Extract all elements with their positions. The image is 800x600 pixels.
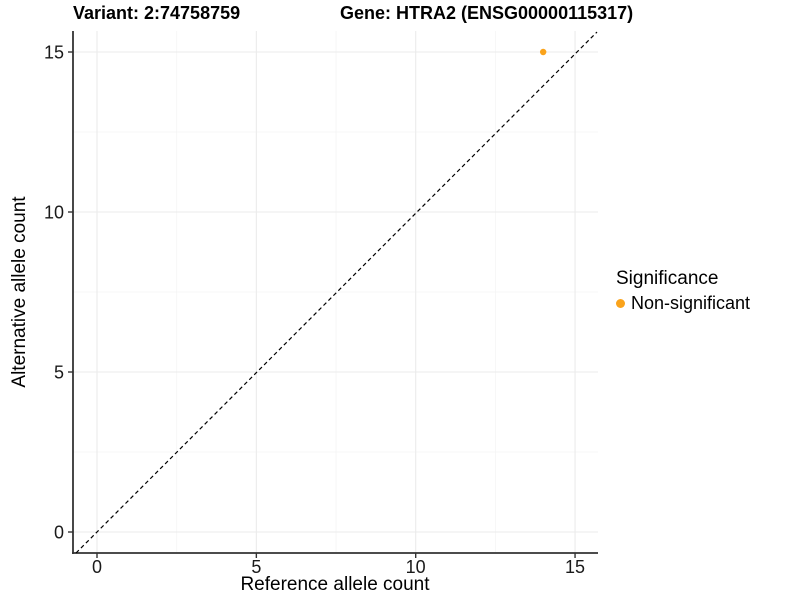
legend-entry: Non-significant [616, 293, 750, 314]
legend: Significance Non-significant [616, 268, 750, 314]
data-point [539, 48, 547, 56]
y-tick-label: 0 [54, 523, 64, 543]
variant-title: Variant: 2:74758759 [73, 3, 241, 23]
x-tick-label: 5 [251, 557, 261, 577]
y-tick-label: 10 [44, 203, 64, 223]
x-tick-label: 0 [92, 557, 102, 577]
x-tick-label: 10 [406, 557, 426, 577]
legend-title: Significance [616, 268, 719, 289]
legend-point-icon [616, 299, 625, 308]
gene-title: Gene: HTRA2 (ENSG00000115317) [340, 3, 634, 23]
y-axis-title: Alternative allele count [9, 196, 30, 388]
y-tick-label: 15 [44, 43, 64, 63]
x-tick-label: 15 [565, 557, 585, 577]
y-tick-label: 5 [54, 363, 64, 383]
identity-line [75, 31, 598, 554]
x-axis-title: Reference allele count [240, 574, 430, 595]
legend-entry-label: Non-significant [631, 293, 751, 313]
